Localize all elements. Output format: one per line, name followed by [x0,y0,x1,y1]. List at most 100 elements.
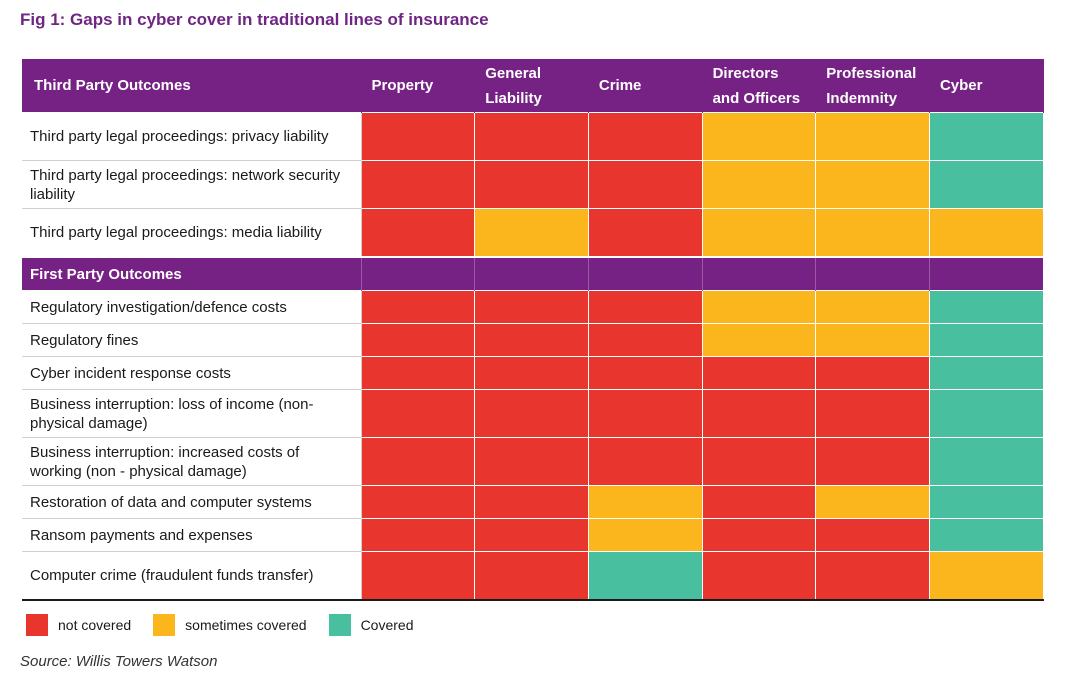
row-label: Ransom payments and expenses [22,518,362,552]
heatmap-cell [587,356,703,390]
row-label: Third party legal proceedings: media lia… [22,208,362,258]
section-header-row: First Party Outcomes [22,256,1044,291]
section-header-cell [360,256,475,291]
legend-label-covered: Covered [360,617,414,633]
heatmap-cell [701,290,817,324]
heatmap-cell [815,160,930,209]
heatmap-cell [701,485,817,519]
table-row: Business interruption: loss of income (n… [22,389,1044,438]
heatmap-cell [701,323,817,357]
table-row: Regulatory fines [22,323,1044,357]
heatmap-cell [474,551,589,601]
heatmap-cell [360,160,476,209]
table-row: Computer crime (fraudulent funds transfe… [22,551,1044,601]
heatmap-cell [587,485,703,519]
column-header-general-liability: General Liability [474,59,589,113]
figure-title: Fig 1: Gaps in cyber cover in traditiona… [20,10,489,29]
heatmap-cell [474,112,589,161]
heatmap-cell [360,323,476,357]
heatmap-cell [360,551,476,601]
table-row: Business interruption: increased costs o… [22,437,1044,486]
heatmap-cell [815,290,930,324]
heatmap-cell [815,112,930,161]
column-header-professional-indemnity: Professional Indemnity [815,59,930,113]
section-header-cell [815,256,930,291]
row-label: Third party legal proceedings: network s… [22,160,362,209]
heatmap-cell [928,323,1044,357]
heatmap-cell [474,437,589,486]
table-row: Cyber incident response costs [22,356,1044,390]
row-label: Cyber incident response costs [22,356,362,390]
heatmap-cell [815,437,930,486]
heatmap-cell [587,389,703,438]
heatmap-cell [928,389,1044,438]
section-header-cell [701,256,816,291]
legend-item-not-covered: not covered [26,614,131,636]
row-label: Business interruption: loss of income (n… [22,389,362,438]
heatmap-cell [701,551,817,601]
heatmap-cell [360,290,476,324]
row-label: Regulatory fines [22,323,362,357]
legend-swatch-covered [328,614,351,636]
heatmap-cell [474,160,589,209]
heatmap-cell [815,323,930,357]
heatmap-cell [587,551,703,601]
heatmap-body: Third party legal proceedings: privacy l… [22,112,1044,601]
heatmap-cell [474,356,589,390]
coverage-heatmap-table: Third Party Outcomes Property General Lia… [22,59,1044,601]
section-header-cell [474,256,589,291]
heatmap-cell [360,437,476,486]
heatmap-cell [360,208,476,258]
heatmap-cell [587,160,703,209]
legend-label-sometimes-covered: sometimes covered [185,617,307,633]
heatmap-cell [587,112,703,161]
table-row: Third party legal proceedings: network s… [22,160,1044,209]
row-label: Third party legal proceedings: privacy l… [22,112,362,161]
row-label: Business interruption: increased costs o… [22,437,362,486]
header-outcomes-label: Third Party Outcomes [22,59,362,113]
row-label: Computer crime (fraudulent funds transfe… [22,551,362,601]
heatmap-cell [587,437,703,486]
table-row: Ransom payments and expenses [22,518,1044,552]
heatmap-cell [928,208,1044,258]
heatmap-cell [815,518,930,552]
heatmap-cell [815,356,930,390]
section-header-cell [928,256,1044,291]
heatmap-cell [360,356,476,390]
heatmap-cell [587,518,703,552]
heatmap-cell [928,112,1044,161]
heatmap-cell [701,208,817,258]
source-note: Source: Willis Towers Watson [20,653,218,670]
legend-label-not-covered: not covered [58,617,132,633]
heatmap-cell [474,389,589,438]
table-row: Third party legal proceedings: privacy l… [22,112,1044,161]
row-label: Regulatory investigation/defence costs [22,290,362,324]
heatmap-cell [360,485,476,519]
heatmap-cell [928,518,1044,552]
column-header-directors-officers: Directors and Officers [702,59,817,113]
heatmap-cell [815,551,930,601]
heatmap-cell [928,160,1044,209]
row-label: Restoration of data and computer systems [22,485,362,519]
heatmap-cell [360,518,476,552]
heatmap-cell [587,290,703,324]
table-row: Regulatory investigation/defence costs [22,290,1044,324]
heatmap-cell [701,518,817,552]
heatmap-cell [701,389,817,438]
heatmap-cell [701,437,817,486]
section-header-cell [587,256,703,291]
column-header-property: Property [361,59,476,113]
table-row: Third party legal proceedings: media lia… [22,208,1044,258]
heatmap-cell [928,485,1044,519]
heatmap-cell [928,437,1044,486]
legend-swatch-sometimes-covered [153,614,176,636]
heatmap-cell [815,389,930,438]
heatmap-cell [360,389,476,438]
header-row: Third Party Outcomes Property General Lia… [22,59,1044,113]
legend-item-covered: Covered [328,614,414,636]
heatmap-cell [587,208,703,258]
legend: not covered sometimes covered Covered [26,614,435,636]
section-header-label: First Party Outcomes [22,256,361,291]
heatmap-cell [701,356,817,390]
heatmap-cell [928,551,1044,601]
